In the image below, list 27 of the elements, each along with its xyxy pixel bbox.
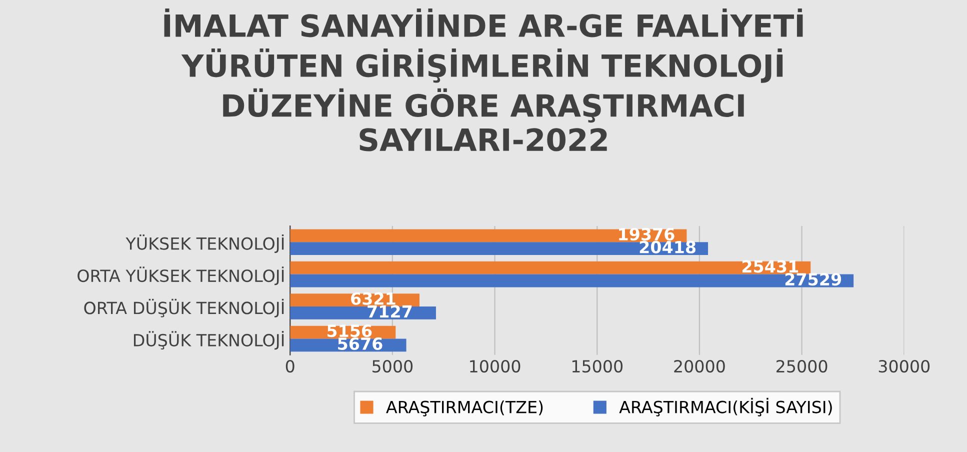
y-tick-label: YÜKSEK TEKNOLOJİ bbox=[126, 234, 284, 253]
x-tick-label: 5000 bbox=[372, 360, 413, 373]
data-label: 5156 bbox=[327, 324, 372, 338]
x-tick-label: 0 bbox=[286, 360, 294, 373]
data-label: 7127 bbox=[368, 305, 412, 318]
data-label: 25431 bbox=[742, 260, 798, 273]
bar bbox=[290, 242, 708, 255]
chart-title: İMALAT SANAYİİNDE AR-GE FAALİYETİ YÜRÜTEN GİRİŞİMLERİN TEKNOLOJİ DÜZEYİNE GÖRE ARAŞTIRMACI SAYILARI-2022 bbox=[164, 8, 803, 152]
legend-label: ARAŞTIRMACI(KİŞİ SAYISI) bbox=[619, 398, 832, 416]
x-tick-label: 30000 bbox=[878, 360, 930, 373]
data-label: 5676 bbox=[338, 337, 382, 350]
x-tick-label: 15000 bbox=[572, 360, 623, 373]
x-tick-label: 10000 bbox=[470, 360, 520, 373]
data-label: 20418 bbox=[640, 240, 696, 254]
x-tick-label: 25000 bbox=[776, 360, 828, 373]
bar bbox=[290, 306, 436, 320]
y-tick-label: DÜŞÜK TEKNOLOJİ bbox=[134, 331, 284, 350]
data-label: 19376 bbox=[619, 228, 674, 240]
y-tick-label: ORTA DÜŞÜK TEKNOLOJİ bbox=[84, 298, 284, 318]
bar bbox=[290, 261, 811, 274]
data-label: 6321 bbox=[351, 292, 396, 305]
data-label: 27529 bbox=[785, 272, 842, 286]
x-tick-label: 20000 bbox=[674, 360, 725, 373]
bar bbox=[290, 229, 687, 242]
y-tick-label: ORTA YÜKSEK TEKNOLOJİ bbox=[78, 266, 284, 286]
bar bbox=[290, 274, 854, 288]
legend-label: ARAŞTIRMACI(TZE) bbox=[386, 400, 543, 416]
